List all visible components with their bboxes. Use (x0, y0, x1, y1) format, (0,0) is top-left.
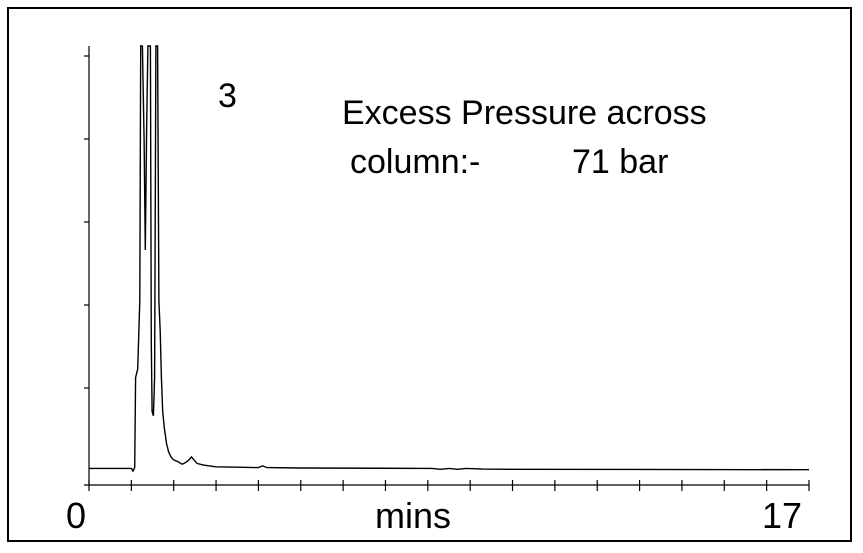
chromatogram-trace (89, 45, 810, 473)
chart-axes (84, 46, 810, 491)
x-tick-label-start: 0 (66, 495, 86, 536)
peak-label: 3 (218, 77, 237, 115)
x-tick-label-end: 17 (762, 495, 802, 536)
x-axis-label: mins (375, 495, 451, 536)
chart-frame (7, 7, 852, 542)
pressure-annotation-line1: Excess Pressure across (342, 94, 707, 132)
pressure-annotation-value: 71 bar (572, 143, 668, 181)
pressure-annotation-line2: column:- (350, 143, 480, 181)
